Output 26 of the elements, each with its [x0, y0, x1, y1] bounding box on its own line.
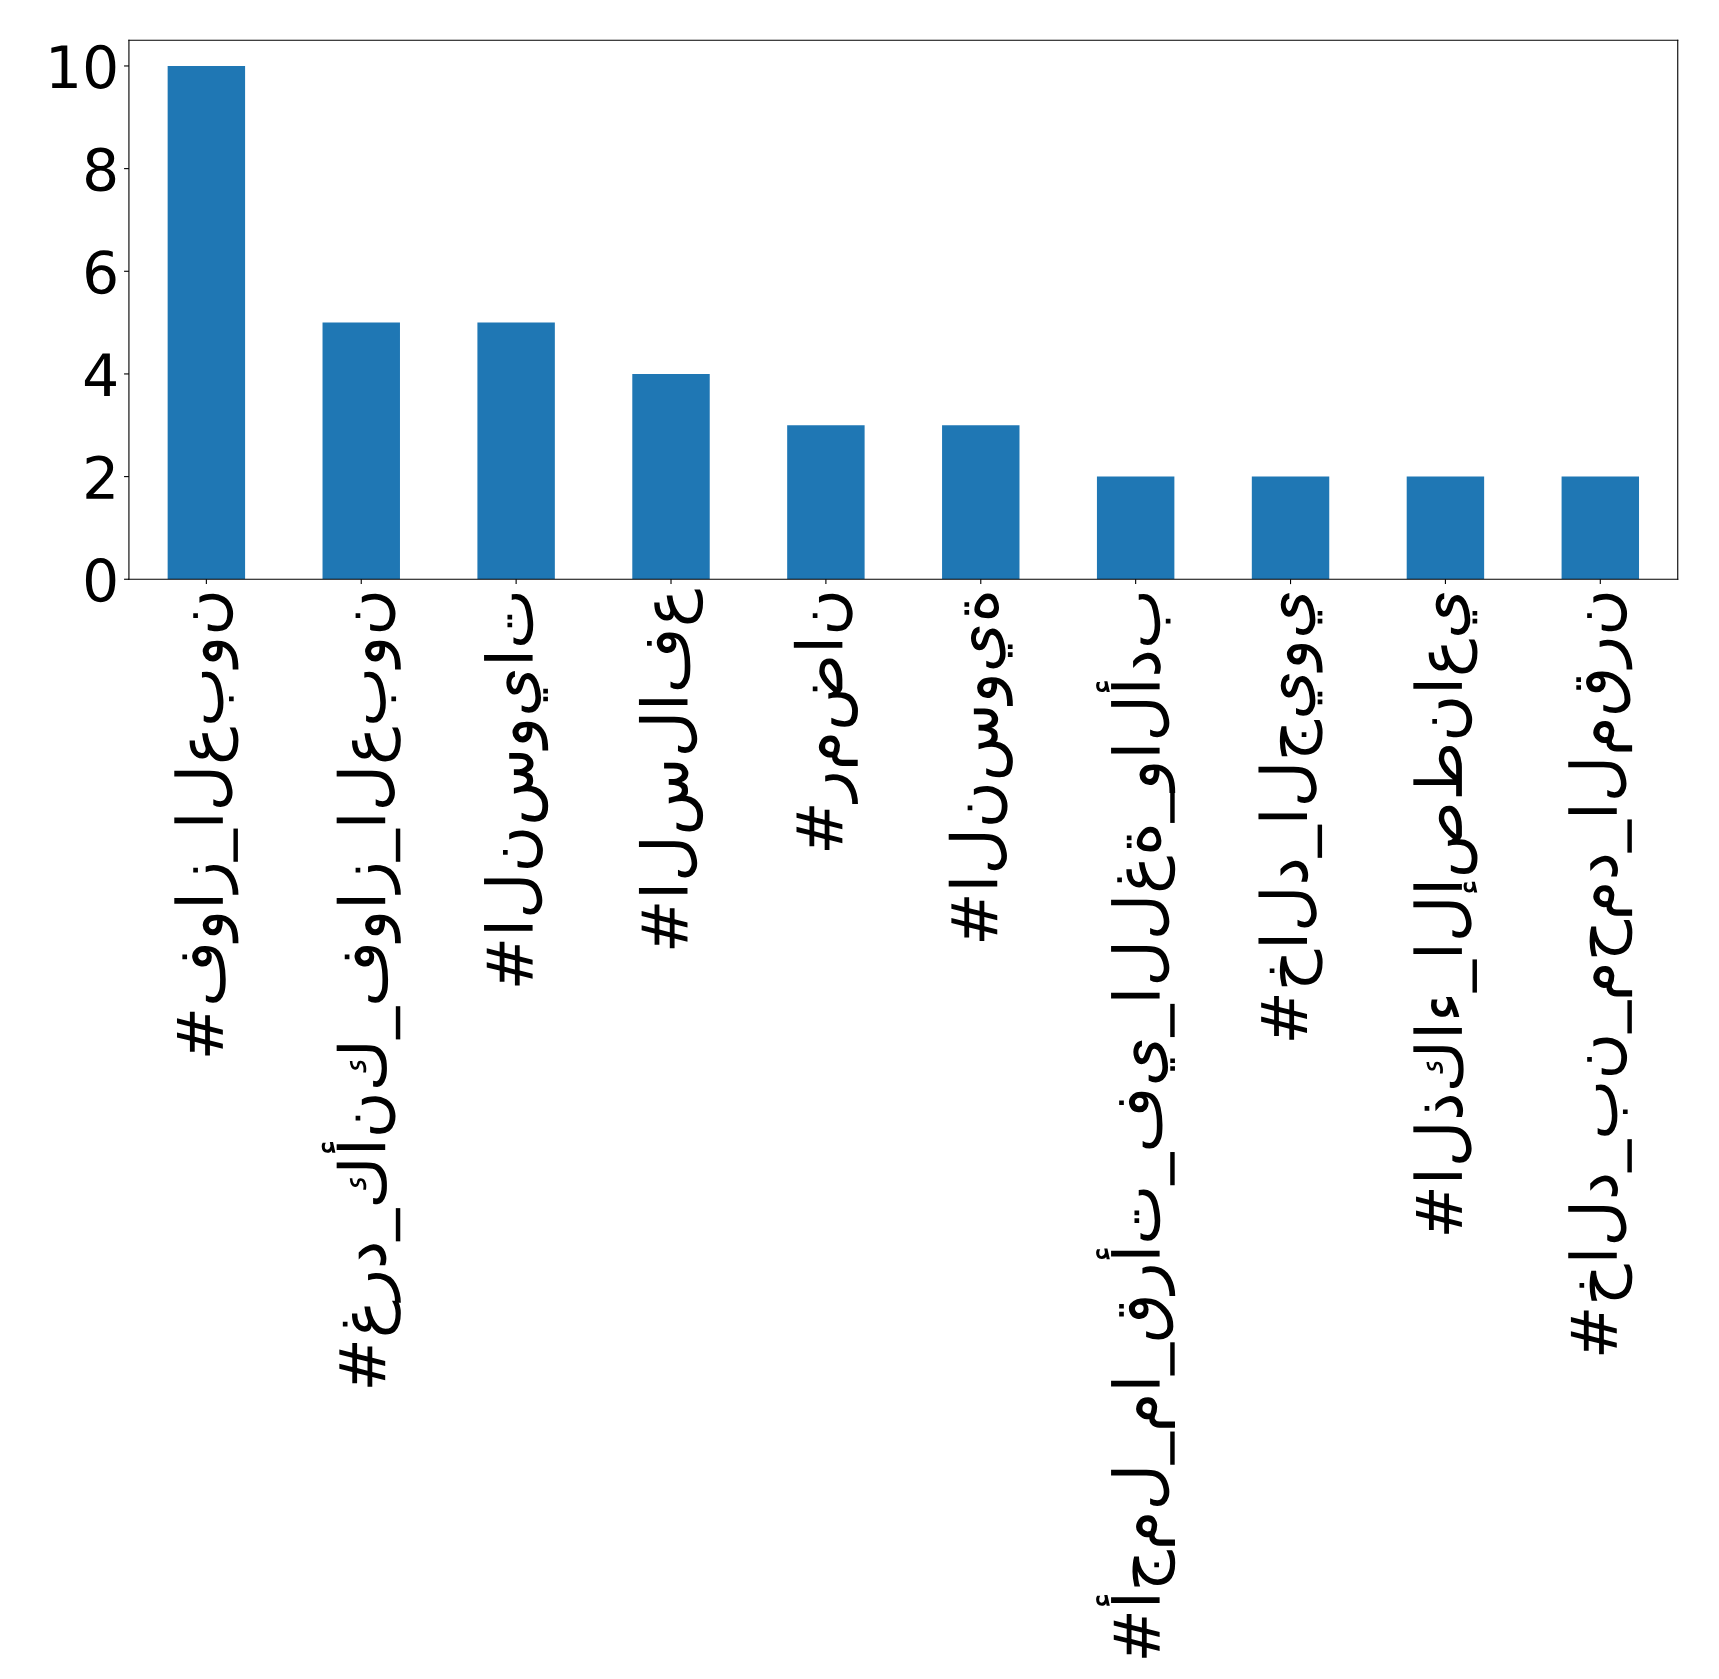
bar [322, 322, 400, 580]
y-tick-label: 6 [86, 250, 116, 295]
y-tick-label: 10 [51, 44, 116, 89]
bar [477, 322, 555, 580]
x-tick-label: #النسويات [484, 593, 549, 986]
x-tick-label: #الذكاء_الإصطناعي [1413, 593, 1478, 1234]
bar [632, 373, 710, 580]
x-tick-label: #رمضان [793, 593, 858, 850]
bar [1251, 476, 1330, 580]
x-tick-label: #أجمل_ما_قرأت_في_اللغة_والأدب [1096, 593, 1176, 1658]
x-tick-label: #خالد_بن_محمد_المقرن [1568, 593, 1633, 1355]
bar [942, 425, 1020, 580]
x-tick-label: #فواز_العبون [174, 593, 239, 1056]
y-tick-label: 4 [84, 353, 116, 397]
y-tick-label: 8 [86, 147, 116, 192]
x-tick-label: #النسوية [948, 593, 1013, 941]
bar [1561, 476, 1640, 580]
bar [787, 425, 865, 580]
bar [1406, 476, 1485, 580]
x-tick-label: #السلافع [638, 589, 704, 949]
y-tick-label: 2 [86, 455, 114, 499]
bar [167, 65, 246, 580]
bar [1096, 476, 1175, 580]
x-tick-label: #خالد_الجيوي [1258, 593, 1323, 1040]
y-tick-label: 0 [85, 558, 116, 603]
x-tick-label: #غرد_كأنك_فواز_العبون [321, 593, 401, 1387]
